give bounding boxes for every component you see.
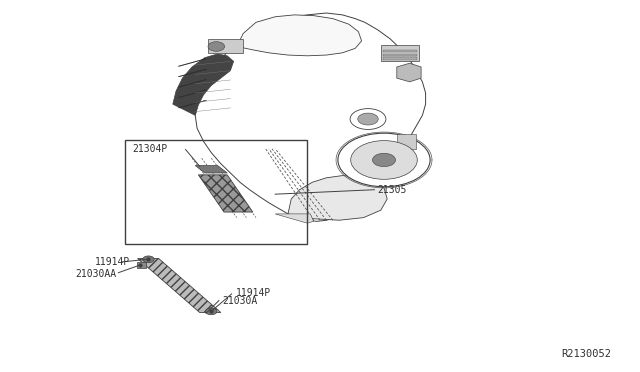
Polygon shape: [178, 90, 207, 97]
Bar: [383, 57, 417, 60]
Polygon shape: [275, 214, 314, 223]
Bar: [397, 134, 416, 149]
Bar: [383, 50, 417, 52]
Text: 21030A: 21030A: [223, 296, 258, 306]
Circle shape: [351, 141, 417, 179]
Text: 11914P: 11914P: [236, 288, 271, 298]
Polygon shape: [173, 54, 234, 115]
Bar: [208, 39, 243, 53]
Polygon shape: [178, 100, 207, 108]
Circle shape: [350, 109, 386, 129]
Circle shape: [143, 256, 154, 263]
Polygon shape: [137, 262, 146, 268]
Polygon shape: [178, 80, 207, 87]
Text: 21305: 21305: [378, 185, 407, 195]
Circle shape: [358, 113, 378, 125]
Polygon shape: [237, 15, 362, 56]
Polygon shape: [397, 63, 421, 82]
Text: 21030AA: 21030AA: [76, 269, 116, 279]
Bar: [125, 140, 307, 244]
Polygon shape: [288, 176, 387, 220]
Text: 11914P: 11914P: [95, 257, 130, 267]
Bar: [383, 54, 417, 56]
Circle shape: [338, 133, 430, 187]
Polygon shape: [195, 166, 227, 173]
Text: 21304P: 21304P: [132, 144, 168, 154]
Bar: [381, 45, 419, 61]
Circle shape: [205, 308, 217, 315]
Text: R2130052: R2130052: [561, 349, 611, 359]
Polygon shape: [178, 69, 207, 77]
Polygon shape: [138, 259, 221, 312]
Circle shape: [208, 42, 225, 51]
Circle shape: [372, 153, 396, 167]
Polygon shape: [198, 175, 253, 212]
Polygon shape: [178, 59, 207, 66]
Polygon shape: [195, 13, 426, 221]
